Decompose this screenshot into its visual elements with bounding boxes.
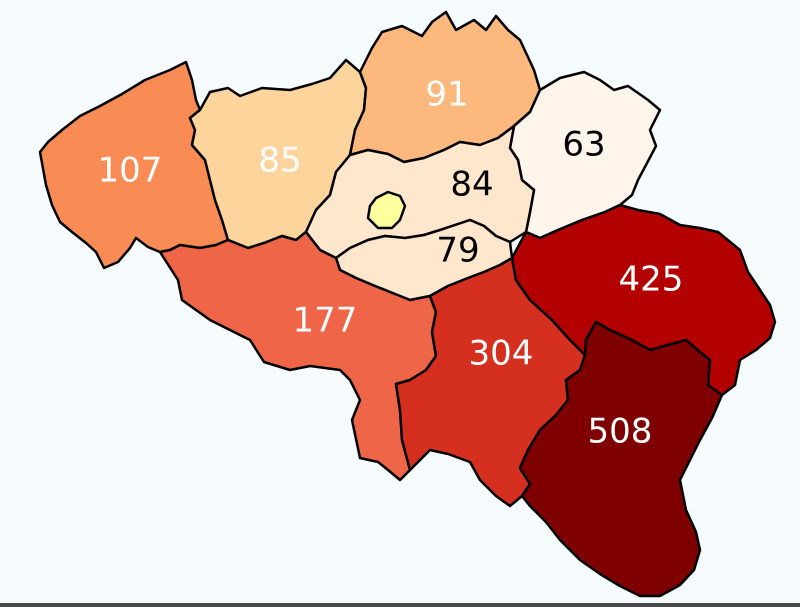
label-hainaut: 177 xyxy=(293,301,358,341)
region-luxembourg xyxy=(518,320,724,598)
label-walloon-brabant: 79 xyxy=(436,231,479,271)
label-antwerp: 91 xyxy=(425,75,468,115)
label-flemish-brabant: 84 xyxy=(450,165,493,205)
region-brussels xyxy=(366,190,407,230)
label-limburg: 63 xyxy=(562,125,605,165)
bottom-bar xyxy=(0,603,800,607)
label-east-flanders: 85 xyxy=(258,141,301,181)
label-namur: 304 xyxy=(469,334,534,374)
label-liege: 425 xyxy=(619,260,684,300)
label-luxembourg: 508 xyxy=(588,412,653,452)
label-west-flanders: 107 xyxy=(98,151,163,191)
